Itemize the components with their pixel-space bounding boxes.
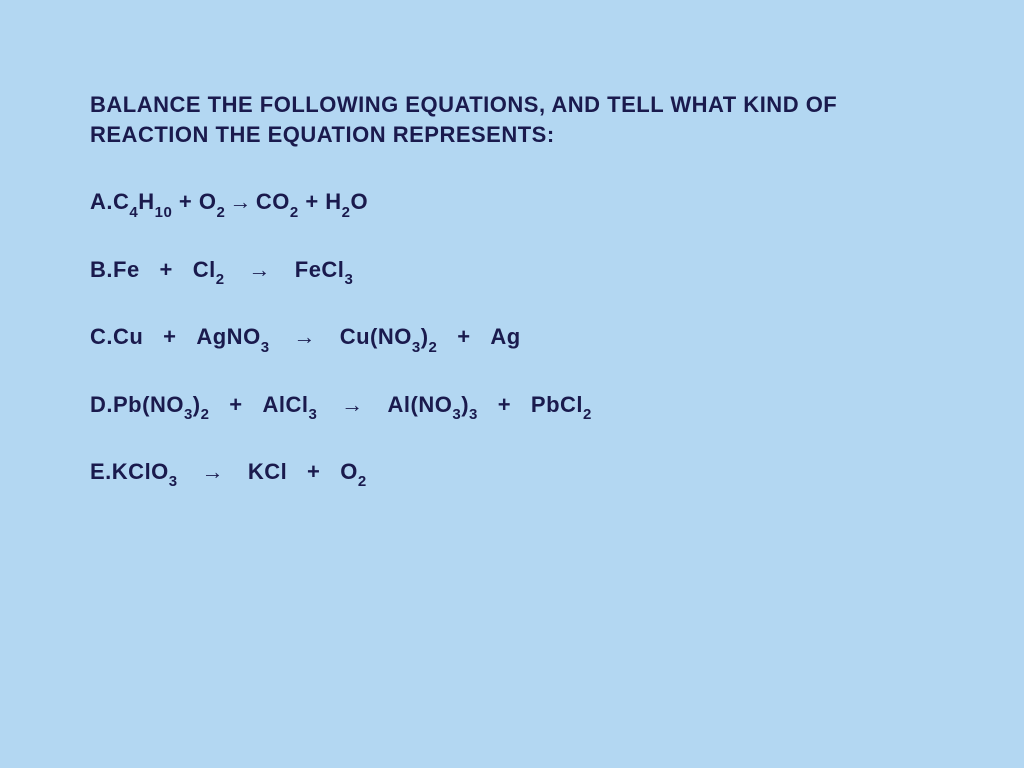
- equation-label: C.: [90, 324, 113, 349]
- formula: C4H10: [113, 189, 172, 214]
- formula: AlCl3: [263, 392, 318, 417]
- formula: H2O: [325, 189, 368, 214]
- formula: O2: [199, 189, 225, 214]
- equation-label: A.: [90, 189, 113, 214]
- equation-label: B.: [90, 257, 113, 282]
- equation-label: D.: [90, 392, 113, 417]
- formula: KCl: [248, 459, 287, 484]
- formula: Cu(NO3)2: [340, 324, 438, 349]
- reaction-arrow-icon: →: [229, 189, 252, 215]
- formula: Cl2: [193, 257, 225, 282]
- equation-line: C.Cu + AgNO3 → Cu(NO3)2 + Ag: [90, 324, 934, 353]
- formula: Ag: [490, 324, 520, 349]
- formula: FeCl3: [295, 257, 354, 282]
- reaction-arrow-icon: →: [182, 459, 244, 485]
- formula: AgNO3: [196, 324, 269, 349]
- reaction-arrow-icon: →: [274, 324, 336, 350]
- page-title: BALANCE THE FOLLOWING EQUATIONS, AND TEL…: [90, 90, 934, 149]
- equation-line: B.Fe + Cl2 → FeCl3: [90, 257, 934, 286]
- equation-line: D.Pb(NO3)2 + AlCl3 → Al(NO3)3 + PbCl2: [90, 392, 934, 421]
- equation-line: E.KClO3 → KCl + O2: [90, 459, 934, 488]
- formula: PbCl2: [531, 392, 592, 417]
- equation-label: E.: [90, 459, 112, 484]
- reaction-arrow-icon: →: [321, 392, 383, 418]
- formula: Pb(NO3)2: [113, 392, 209, 417]
- formula: Al(NO3)3: [388, 392, 478, 417]
- formula: Cu: [113, 324, 143, 349]
- equation-list: A.C4H10 + O2 → CO2 + H2O B.Fe + Cl2 → FeC…: [90, 189, 934, 488]
- formula: KClO3: [112, 459, 178, 484]
- reaction-arrow-icon: →: [229, 257, 291, 283]
- equation-line: A.C4H10 + O2 → CO2 + H2O: [90, 189, 934, 218]
- formula: O2: [340, 459, 366, 484]
- formula: CO2: [256, 189, 299, 214]
- formula: Fe: [113, 257, 140, 282]
